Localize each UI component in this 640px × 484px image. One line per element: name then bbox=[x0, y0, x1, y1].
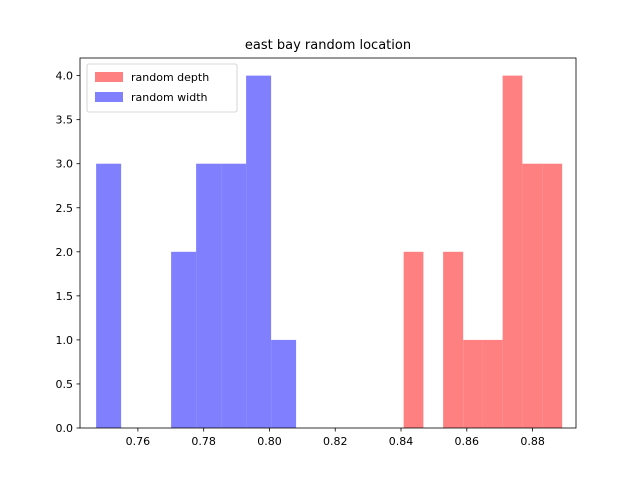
bar-random-width-0 bbox=[96, 163, 122, 428]
y-tick-label: 3.0 bbox=[56, 158, 74, 171]
x-tick-label: 0.76 bbox=[126, 435, 151, 448]
y-tick-label: 2.5 bbox=[56, 202, 74, 215]
legend-swatch bbox=[95, 72, 123, 82]
y-tick-label: 1.0 bbox=[56, 334, 74, 347]
axes-layer: 0.76 0.78 0.80 0.82 0.84 0.86 0.88 0.0 0.5 1.0 1.5… bbox=[56, 57, 577, 448]
bar-random-width-1 bbox=[171, 251, 197, 428]
x-tick-label: 0.88 bbox=[520, 435, 545, 448]
bar-random-depth-0 bbox=[403, 251, 424, 428]
bar-random-depth-4 bbox=[502, 75, 523, 428]
bar-random-width-4 bbox=[246, 75, 272, 428]
bars-layer bbox=[96, 75, 563, 428]
x-tick-label: 0.80 bbox=[257, 435, 282, 448]
legend-label: random depth bbox=[131, 71, 209, 84]
y-tick-label: 2.0 bbox=[56, 246, 74, 259]
x-tick-label: 0.82 bbox=[323, 435, 348, 448]
legend: random depth random width bbox=[86, 63, 238, 113]
legend-swatch bbox=[95, 92, 123, 102]
chart-title: east bay random location bbox=[245, 38, 411, 53]
bar-random-depth-3 bbox=[482, 339, 503, 428]
y-tick-label: 0.5 bbox=[56, 378, 74, 391]
bar-random-depth-5 bbox=[522, 163, 543, 428]
bar-random-depth-2 bbox=[463, 339, 483, 428]
bar-random-depth-1 bbox=[443, 251, 464, 428]
x-tick-label: 0.78 bbox=[191, 435, 216, 448]
legend-box bbox=[86, 63, 238, 113]
y-tick-label: 4.0 bbox=[56, 70, 74, 83]
x-tick-label: 0.84 bbox=[389, 435, 414, 448]
legend-label: random width bbox=[131, 91, 208, 104]
bar-random-depth-6 bbox=[542, 163, 563, 428]
bar-random-width-2 bbox=[196, 163, 222, 428]
y-tick-label: 1.5 bbox=[56, 290, 74, 303]
bar-random-width-3 bbox=[221, 163, 247, 428]
plot-frame bbox=[79, 57, 577, 429]
y-tick-label: 0.0 bbox=[56, 422, 74, 435]
x-tick-label: 0.86 bbox=[455, 435, 480, 448]
y-tick-label: 3.5 bbox=[56, 114, 74, 127]
bar-random-width-5 bbox=[271, 339, 297, 428]
